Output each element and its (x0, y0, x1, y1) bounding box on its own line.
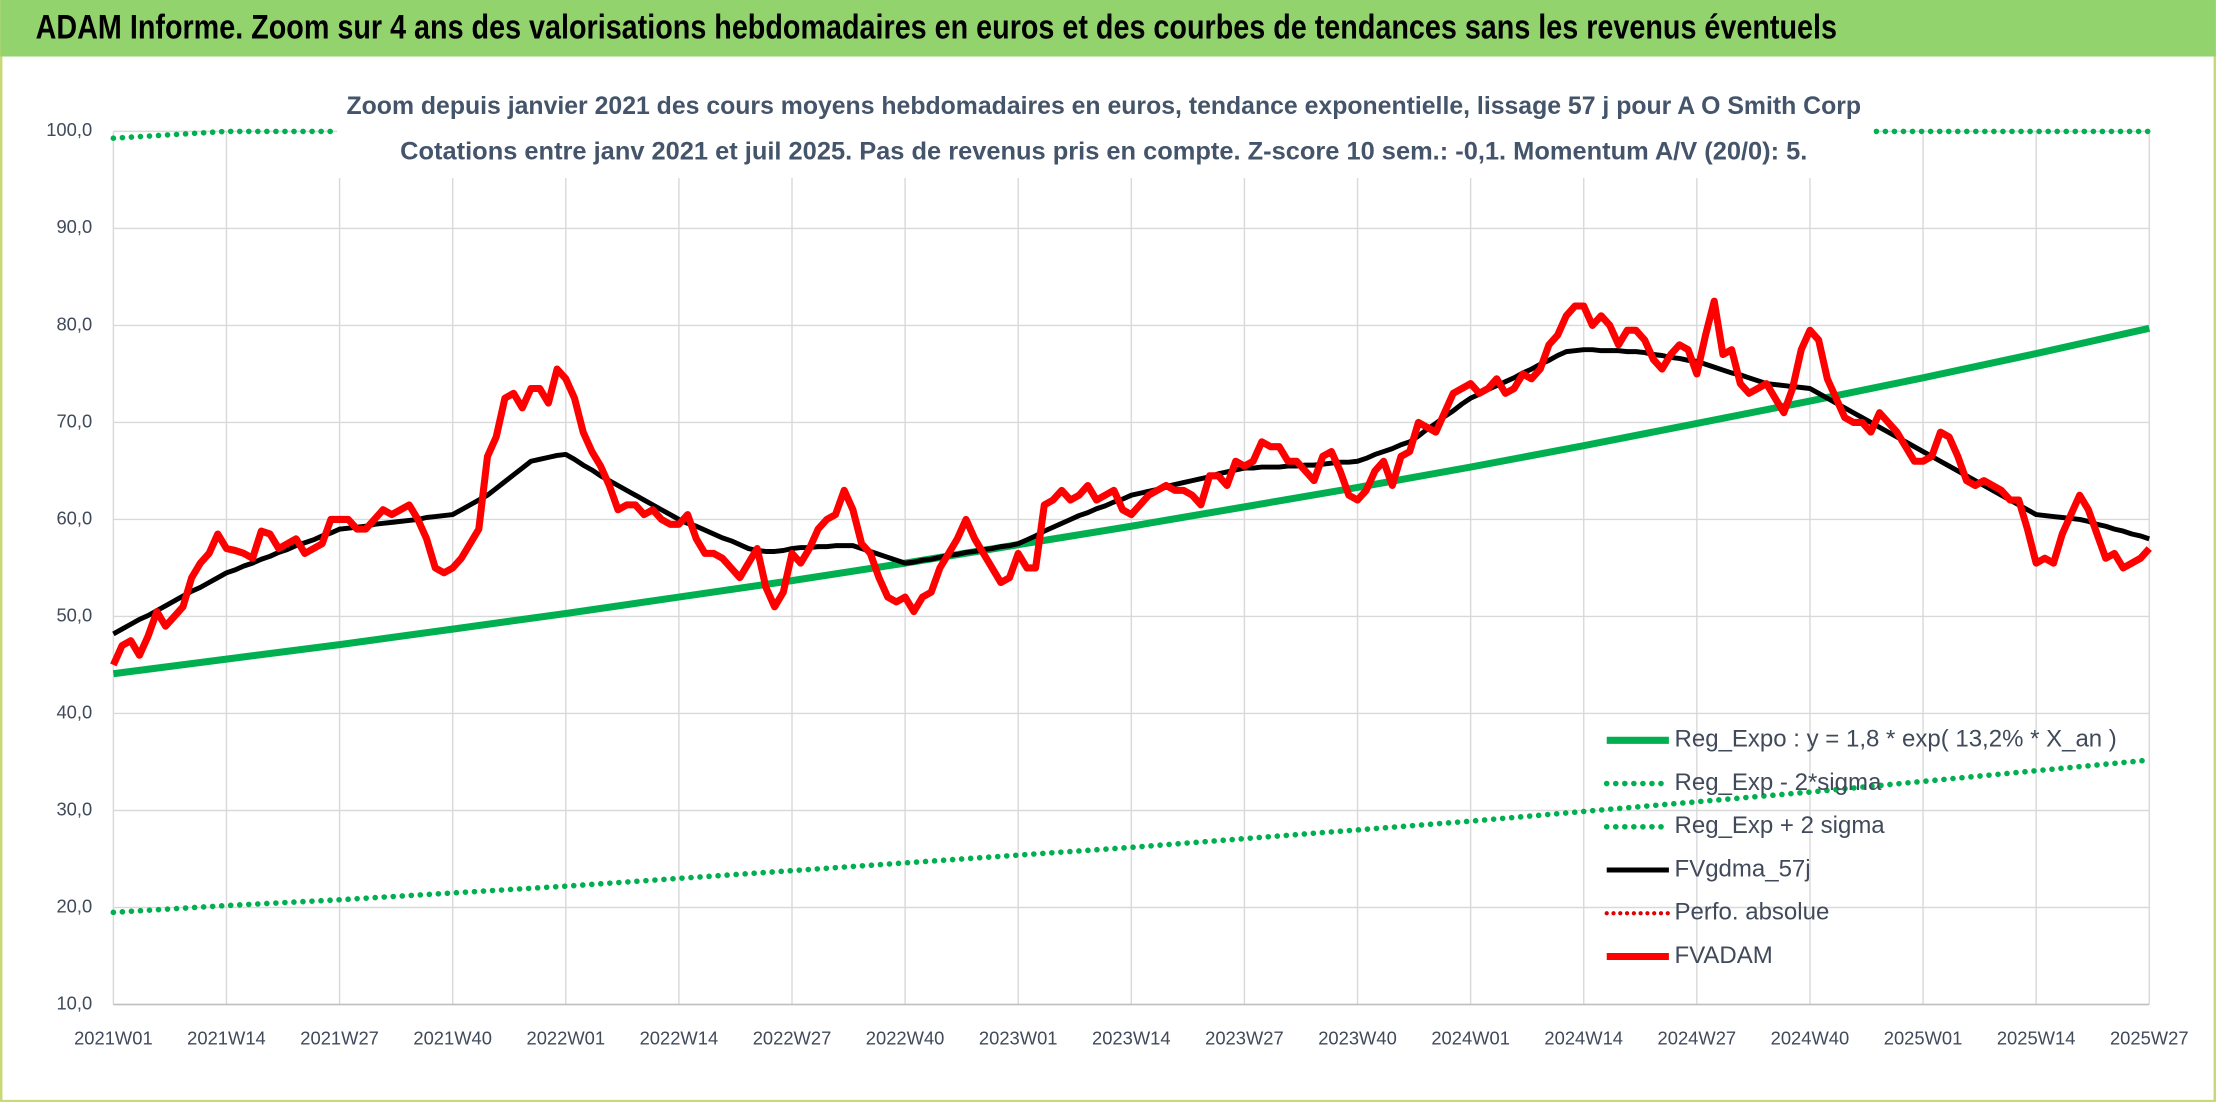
legend-label: FVADAM (1675, 942, 1773, 969)
x-tick-label: 2025W01 (1884, 1028, 1963, 1049)
y-tick-label: 30,0 (56, 798, 92, 819)
y-tick-label: 80,0 (56, 313, 92, 334)
series-line (110, 297, 2152, 667)
series-line (110, 757, 2153, 916)
y-tick-label: 100,0 (46, 119, 92, 140)
x-tick-label: 2024W14 (1544, 1028, 1623, 1049)
legend-label: Reg_Exp + 2 sigma (1675, 812, 1886, 839)
header-bar (0, 0, 2216, 57)
x-tick-label: 2023W40 (1318, 1028, 1397, 1049)
series-line (112, 347, 2151, 637)
x-tick-label: 2024W01 (1431, 1028, 1510, 1049)
y-tick-label: 60,0 (56, 507, 92, 528)
plot-area: 10,0 20,0 30,0 40,0 50,0 60,0 70,0 80,0 90,0 100,… (46, 119, 2188, 1048)
legend-label: FVgdma_57j (1675, 855, 1811, 882)
x-tick-label: 2021W27 (300, 1028, 379, 1049)
x-tick-label: 2022W27 (753, 1028, 832, 1049)
y-tick-label: 20,0 (56, 895, 92, 916)
x-tick-label: 2025W27 (2110, 1028, 2189, 1049)
legend-label: Reg_Expo : y = 1,8 * exp( 13,2% * X_an ) (1675, 726, 2117, 753)
y-tick-label: 10,0 (56, 992, 92, 1013)
legend: Reg_Expo : y = 1,8 * exp( 13,2% * X_an )… (1603, 726, 2117, 969)
header-title: ADAM Informe. Zoom sur 4 ans des valoris… (36, 9, 1837, 47)
x-tick-label: 2023W14 (1092, 1028, 1171, 1049)
x-tick-label: 2022W01 (526, 1028, 605, 1049)
x-tick-label: 2022W40 (866, 1028, 945, 1049)
x-tick-label: 2024W40 (1771, 1028, 1850, 1049)
x-tick-label: 2021W14 (187, 1028, 266, 1049)
chart-title: Zoom depuis janvier 2021 des cours moyen… (346, 92, 1861, 120)
x-tick-label: 2022W14 (640, 1028, 719, 1049)
x-tick-label: 2024W27 (1658, 1028, 1737, 1049)
x-tick-label: 2021W40 (413, 1028, 492, 1049)
x-tick-label: 2023W27 (1205, 1028, 1284, 1049)
y-tick-label: 40,0 (56, 701, 92, 722)
x-tick-label: 2025W14 (1997, 1028, 2076, 1049)
y-tick-label: 50,0 (56, 604, 92, 625)
y-tick-label: 90,0 (56, 216, 92, 237)
x-tick-label: 2021W01 (74, 1028, 153, 1049)
y-tick-label: 70,0 (56, 410, 92, 431)
x-tick-label: 2023W01 (979, 1028, 1058, 1049)
chart-subtitle: Cotations entre janv 2021 et juil 2025. … (400, 137, 1807, 165)
series-line (112, 324, 2151, 678)
legend-label: Perfo. absolue (1675, 899, 1830, 926)
legend-label: Reg_Exp - 2*sigma (1675, 769, 1882, 796)
title-box (336, 81, 1874, 179)
